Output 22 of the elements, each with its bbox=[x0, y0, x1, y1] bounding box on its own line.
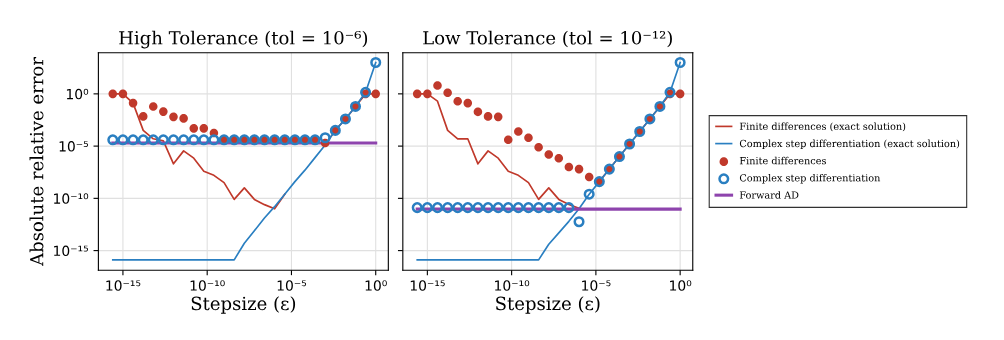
x-axis-title: Stepsize (ε) bbox=[191, 296, 296, 314]
x-tick-label: 10⁻⁵ bbox=[582, 280, 611, 291]
x-axis-title: Stepsize (ε) bbox=[496, 296, 600, 314]
chart-title: Low Tolerance (tol = 10⁻¹²) bbox=[423, 30, 672, 48]
y-tick-label: 10⁻⁵ bbox=[59, 141, 88, 152]
x-tick-label: 10⁰ bbox=[670, 280, 692, 291]
legend-label: Finite differences (exact solution) bbox=[739, 122, 906, 132]
y-tick-label: 10⁻¹⁵ bbox=[54, 245, 88, 257]
y-tick-label: 10⁰ bbox=[66, 88, 89, 100]
x-tick-label: 10⁻¹⁵ bbox=[106, 280, 141, 291]
y-axis-title: Absolute relative error bbox=[29, 57, 44, 266]
legend-label: Complex step differentiation bbox=[739, 173, 881, 184]
chart-title: High Tolerance (tol = 10⁻⁶) bbox=[119, 30, 368, 49]
x-tick-label: 10⁻⁵ bbox=[277, 280, 307, 291]
x-tick-label: 10⁻¹⁵ bbox=[410, 280, 445, 291]
x-tick-label: 10⁰ bbox=[365, 280, 387, 291]
legend-label: Finite differences bbox=[739, 156, 826, 165]
x-tick-label: 10⁻¹⁰ bbox=[495, 280, 530, 291]
y-tick-label: 10⁻¹⁰ bbox=[54, 193, 89, 204]
legend-label: Complex step differentiation (exact solution) bbox=[739, 139, 960, 150]
legend-label: Forward AD bbox=[739, 191, 799, 199]
x-tick-label: 10⁻¹⁰ bbox=[190, 280, 225, 291]
